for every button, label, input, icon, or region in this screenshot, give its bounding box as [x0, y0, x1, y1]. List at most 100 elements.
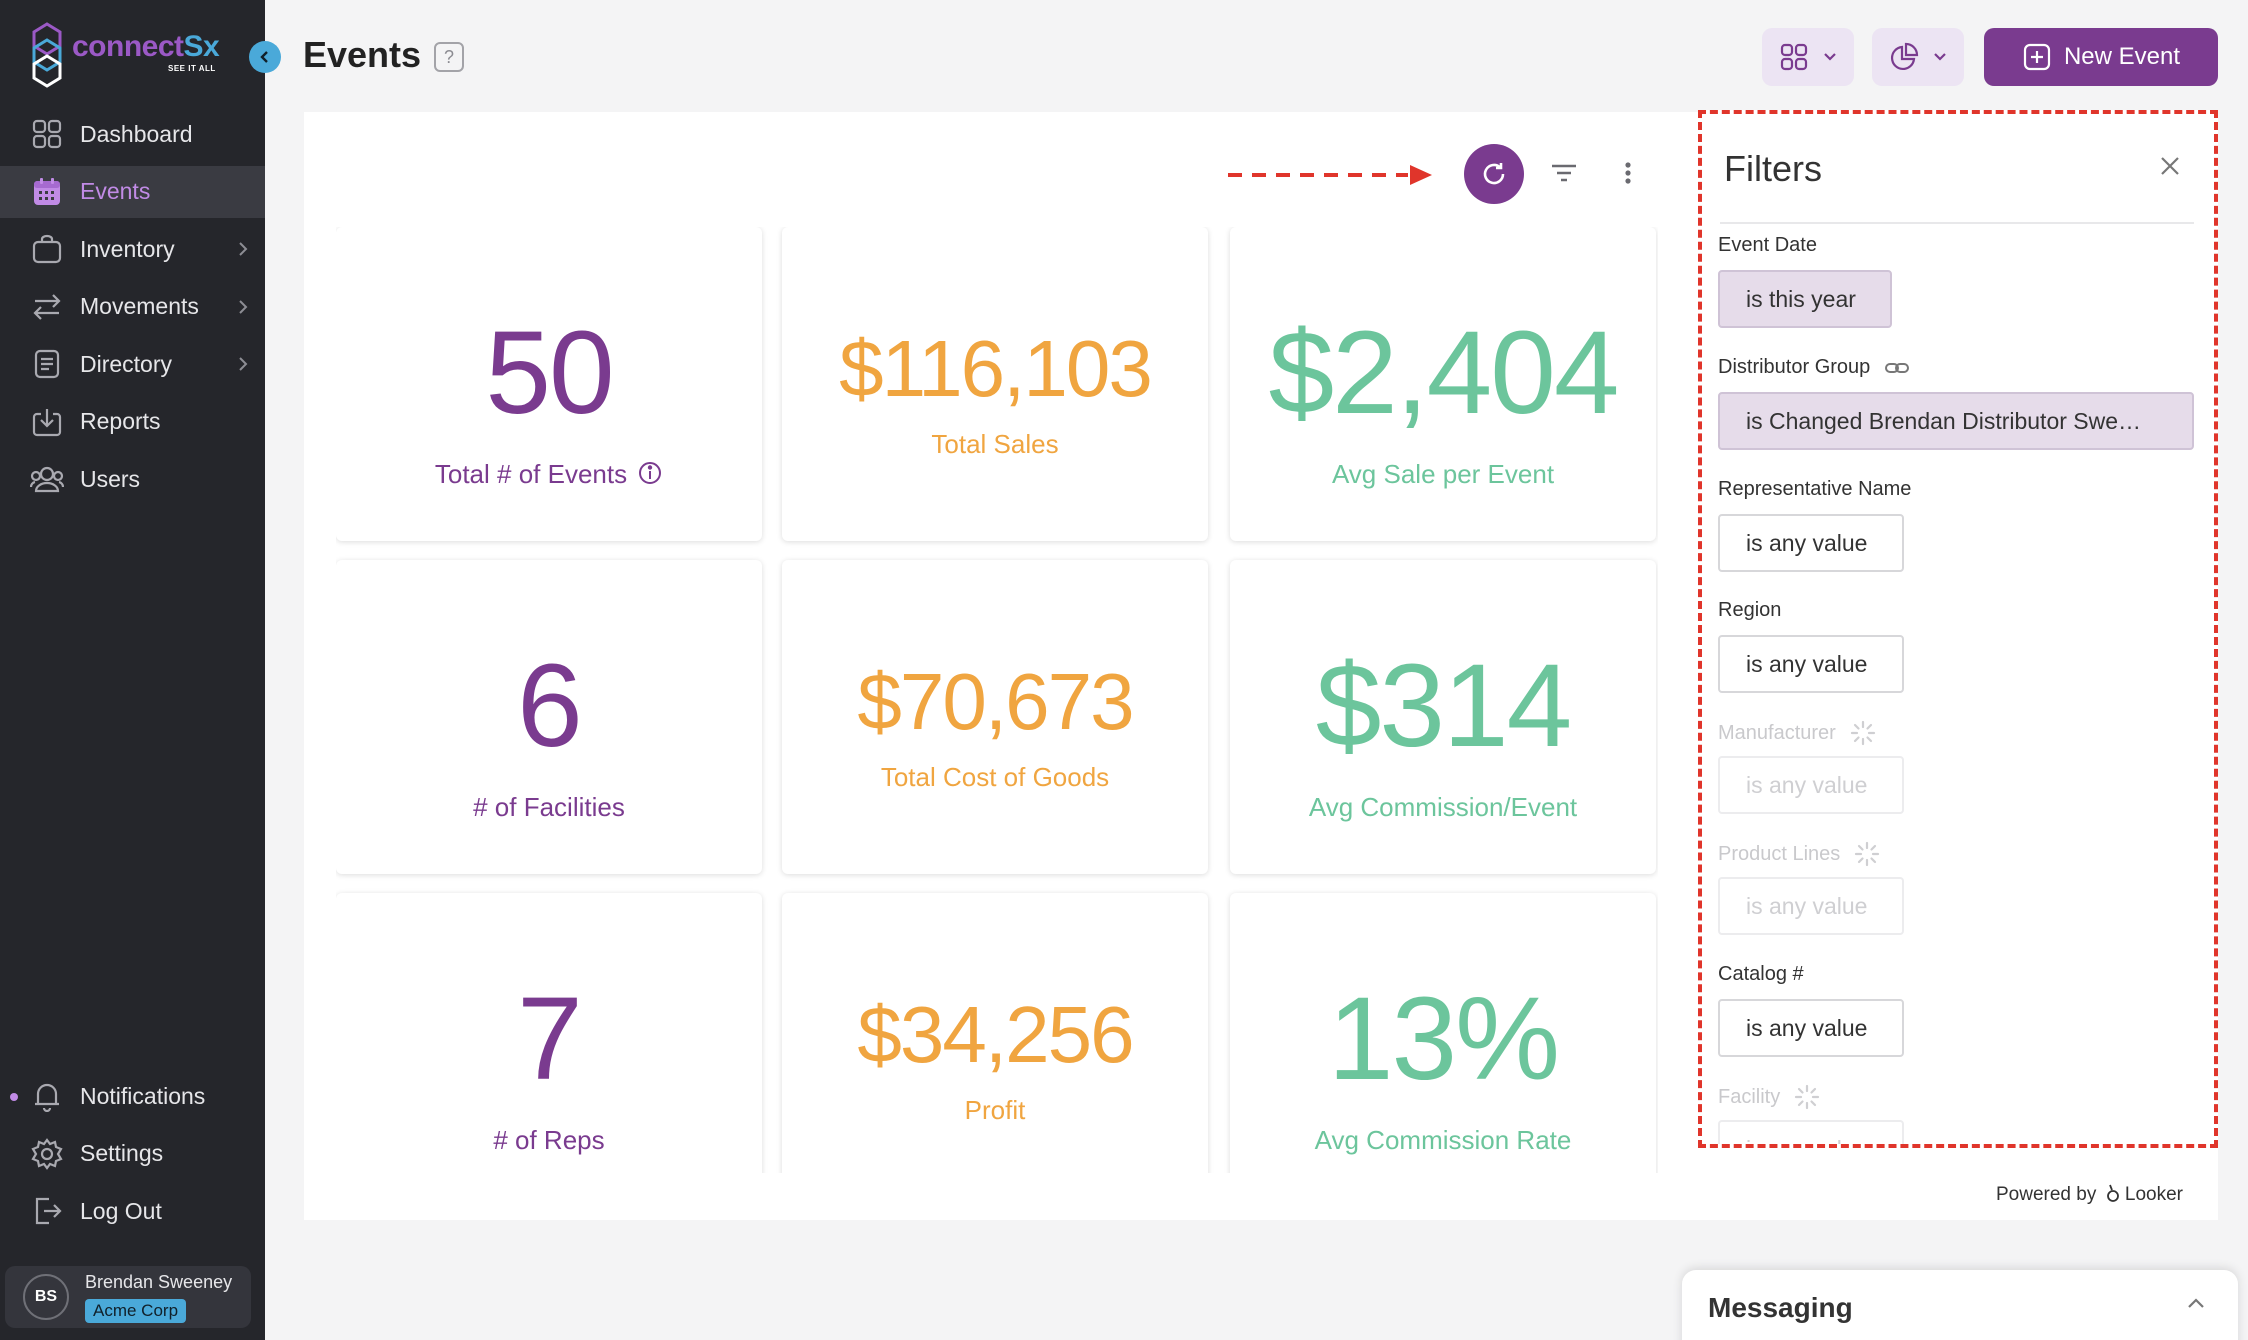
- filter-facility[interactable]: is any value: [1718, 1120, 1904, 1144]
- sidebar-item-label: Directory: [80, 350, 173, 377]
- kpi-tiles-grid: 50 Total # of Events $116,103 Total Sale…: [336, 227, 1658, 1173]
- user-profile-card[interactable]: BS Brendan Sweeney Acme Corp: [5, 1266, 251, 1328]
- sidebar-item-reports[interactable]: Reports: [0, 396, 265, 448]
- brand-logo[interactable]: connectSx SEE IT ALL: [30, 22, 240, 88]
- filter-region[interactable]: is any value: [1718, 635, 1904, 693]
- kpi-value: $70,673: [857, 657, 1134, 746]
- logout-icon: [30, 1194, 64, 1228]
- chevron-up-icon[interactable]: [2186, 1296, 2206, 1310]
- filter-label-catalog: Catalog #: [1718, 963, 1804, 985]
- sidebar-item-label: Notifications: [80, 1082, 206, 1109]
- more-options-icon[interactable]: [1618, 158, 1638, 188]
- kpi-value: 7: [517, 973, 583, 1105]
- bag-icon: [30, 232, 64, 266]
- grid-icon: [1780, 43, 1808, 71]
- kpi-value: $314: [1315, 640, 1573, 772]
- kpi-tile-commission-rate[interactable]: 13% Avg Commission Rate: [1230, 893, 1656, 1173]
- kpi-label: # of Facilities: [473, 792, 625, 822]
- avatar: BS: [23, 1274, 69, 1320]
- kpi-value: $2,404: [1268, 307, 1620, 439]
- sidebar-item-label: Reports: [80, 408, 161, 434]
- brand-tagline: SEE IT ALL: [168, 64, 216, 73]
- sidebar-item-movements[interactable]: Movements: [0, 281, 265, 333]
- filter-catalog[interactable]: is any value: [1718, 999, 1904, 1057]
- pie-chart-icon: [1890, 42, 1919, 71]
- filter-product-lines[interactable]: is any value: [1718, 877, 1904, 935]
- kpi-tile-total-sales[interactable]: $116,103 Total Sales: [782, 227, 1208, 541]
- calendar-icon: [30, 175, 64, 209]
- powered-by-footer: Powered by Looker: [1996, 1184, 2184, 1205]
- kpi-tile-cost-of-goods[interactable]: $70,673 Total Cost of Goods: [782, 560, 1208, 874]
- org-badge: Acme Corp: [85, 1299, 187, 1323]
- kpi-tile-total-events[interactable]: 50 Total # of Events: [336, 227, 762, 541]
- logo-mark-icon: [32, 22, 62, 88]
- kpi-tile-profit[interactable]: $34,256 Profit: [782, 893, 1208, 1173]
- plus-square-icon: [2023, 43, 2051, 71]
- help-icon[interactable]: ?: [434, 42, 464, 72]
- chevron-right-icon: [239, 357, 248, 371]
- sidebar-item-notifications[interactable]: Notifications: [0, 1070, 265, 1122]
- filter-label-event-date: Event Date: [1718, 234, 1817, 256]
- filter-toggle-icon[interactable]: [1548, 158, 1580, 188]
- filter-label-product-lines: Product Lines: [1718, 841, 1880, 867]
- sidebar: connectSx SEE IT ALL Dashboard Events In…: [0, 0, 265, 1340]
- kpi-tile-avg-commission[interactable]: $314 Avg Commission/Event: [1230, 560, 1656, 874]
- new-event-button[interactable]: New Event: [1984, 28, 2218, 86]
- kpi-label: Avg Sale per Event: [1331, 459, 1555, 489]
- chevron-down-icon: [1934, 53, 1946, 61]
- close-icon[interactable]: [2158, 154, 2182, 178]
- filter-representative-name[interactable]: is any value: [1718, 514, 1904, 572]
- kpi-label: # of Reps: [493, 1125, 605, 1155]
- filter-label-manufacturer: Manufacturer: [1718, 720, 1876, 746]
- info-icon[interactable]: [637, 460, 663, 486]
- new-event-label: New Event: [2063, 43, 2181, 70]
- gear-icon: [30, 1137, 64, 1171]
- kpi-label: Total Cost of Goods: [880, 762, 1110, 792]
- brand-name: connectSx: [72, 30, 220, 63]
- chart-view-dropdown[interactable]: [1872, 28, 1964, 86]
- kpi-tile-facilities[interactable]: 6 # of Facilities: [336, 560, 762, 874]
- kpi-value: $34,256: [857, 990, 1134, 1079]
- loading-spinner-icon: [1795, 1084, 1820, 1110]
- filter-label-representative-name: Representative Name: [1718, 478, 1912, 500]
- kpi-tile-avg-sale[interactable]: $2,404 Avg Sale per Event: [1230, 227, 1656, 541]
- filter-manufacturer[interactable]: is any value: [1718, 756, 1904, 814]
- sidebar-item-events[interactable]: Events: [0, 165, 265, 218]
- chevron-left-icon: [260, 51, 268, 63]
- kpi-value: 13%: [1327, 973, 1560, 1105]
- refresh-icon: [1483, 163, 1505, 185]
- kpi-tile-reps[interactable]: 7 # of Reps: [336, 893, 762, 1173]
- refresh-button[interactable]: [1464, 144, 1524, 204]
- filters-panel: Filters Event Date is this year Distribu…: [1698, 110, 2218, 1148]
- sidebar-item-label: Settings: [80, 1140, 164, 1166]
- sidebar-item-label: Users: [80, 465, 141, 492]
- kpi-value: 50: [485, 307, 614, 439]
- sidebar-bottom-nav: Notifications Settings Log Out: [0, 1070, 265, 1243]
- sidebar-nav: Dashboard Events Inventory Movements: [0, 108, 265, 511]
- sidebar-item-logout[interactable]: Log Out: [0, 1185, 265, 1237]
- kpi-label: Total Sales: [931, 429, 1059, 459]
- sidebar-item-directory[interactable]: Directory: [0, 338, 265, 390]
- page-title: Events: [303, 34, 422, 75]
- download-icon: [30, 405, 64, 439]
- sidebar-item-label: Log Out: [80, 1197, 162, 1224]
- dashboard-icon: [30, 117, 64, 151]
- filter-distributor-group[interactable]: is Changed Brendan Distributor Swe…: [1718, 392, 2194, 450]
- annotation-arrow: [1228, 165, 1432, 185]
- sidebar-item-users[interactable]: Users: [0, 453, 265, 505]
- chevron-right-icon: [239, 299, 248, 314]
- filter-label-distributor-group: Distributor Group: [1718, 356, 1910, 379]
- sidebar-item-settings[interactable]: Settings: [0, 1128, 265, 1180]
- sidebar-item-label: Dashboard: [80, 120, 193, 147]
- sidebar-collapse-button[interactable]: [249, 41, 281, 73]
- filter-event-date[interactable]: is this year: [1718, 270, 1892, 328]
- layout-view-dropdown[interactable]: [1762, 28, 1854, 86]
- link-icon[interactable]: [1884, 360, 1910, 376]
- messaging-title: Messaging: [1708, 1292, 1853, 1323]
- kpi-label: Total # of Events: [336, 459, 762, 490]
- book-icon: [30, 347, 64, 381]
- sidebar-item-dashboard[interactable]: Dashboard: [0, 108, 265, 160]
- kpi-label: Avg Commission/Event: [1308, 792, 1578, 822]
- sidebar-item-inventory[interactable]: Inventory: [0, 223, 265, 275]
- messaging-widget[interactable]: Messaging: [1682, 1270, 2238, 1340]
